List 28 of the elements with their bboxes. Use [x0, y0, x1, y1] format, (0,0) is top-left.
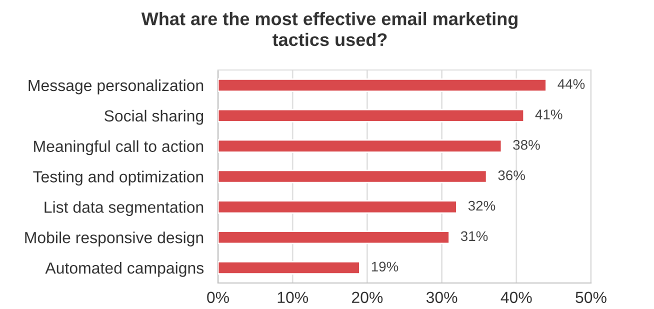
bar	[218, 261, 360, 275]
data-label: 36%	[498, 170, 525, 180]
data-label: 44%	[558, 79, 585, 89]
y-tick-label: Mobile responsive design	[25, 232, 204, 246]
x-tick-label: 10%	[278, 292, 308, 304]
bar	[218, 200, 458, 214]
x-tick-label: 20%	[352, 292, 383, 304]
x-tick-label: 30%	[426, 292, 458, 304]
y-tick-label: Testing and optimization	[33, 170, 204, 186]
data-label: 41%	[535, 110, 562, 120]
x-tick-label: 50%	[576, 292, 606, 304]
chart-title: What are the most effective email marketing tactics used?	[141, 12, 518, 46]
bar	[218, 108, 525, 122]
data-label: 32%	[468, 200, 496, 211]
bar	[218, 139, 502, 153]
y-tick-label: Automated campaigns	[45, 262, 204, 277]
bar	[218, 78, 547, 92]
x-tick-label: 0%	[207, 292, 229, 304]
y-tick-label: Social sharing	[104, 110, 204, 125]
y-tick-label: List data segmentation	[44, 201, 204, 216]
bar	[218, 230, 450, 244]
data-label: 38%	[513, 140, 540, 150]
y-tick-label: Meaningful call to action	[34, 140, 204, 156]
data-label: 19%	[372, 262, 398, 272]
y-tick-label: Message personalization	[28, 79, 204, 94]
x-tick-label: 40%	[500, 292, 532, 304]
data-label: 31%	[460, 231, 488, 242]
bar	[218, 170, 488, 184]
